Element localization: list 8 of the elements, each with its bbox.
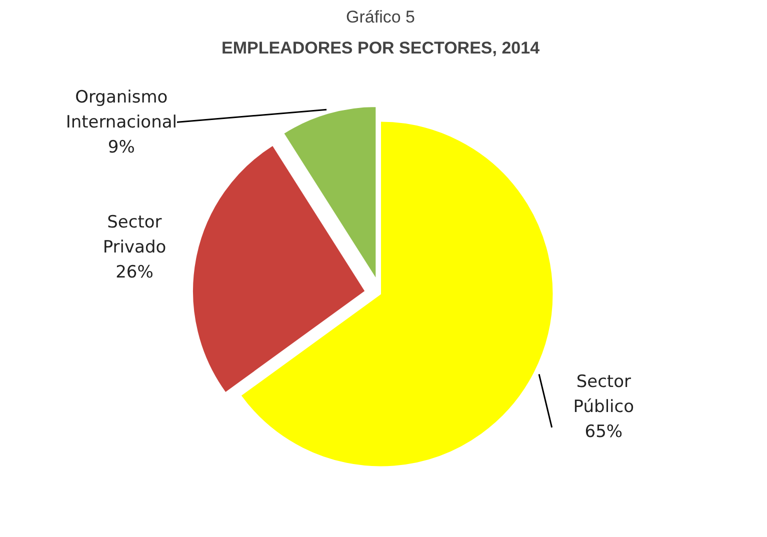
- slice-label: Organismo Internacional: [66, 88, 178, 133]
- data-label: 65%: [584, 422, 623, 442]
- data-label: 26%: [116, 262, 154, 282]
- slice-label: Sector Privado: [102, 212, 166, 258]
- slice-label: Sector Público: [573, 372, 634, 417]
- chart-subtitle: Gráfico 5: [346, 8, 415, 26]
- chart-title: EMPLEADORES POR SECTORES, 2014: [221, 38, 540, 58]
- data-label: 9%: [108, 138, 135, 158]
